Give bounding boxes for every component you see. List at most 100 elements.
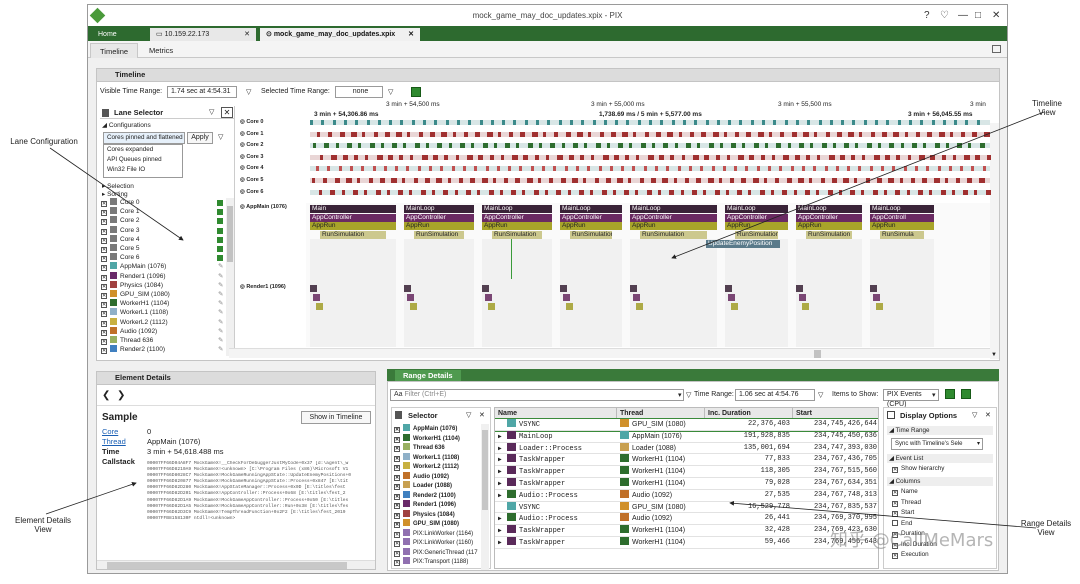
column-header-name[interactable]: Name [495, 408, 617, 419]
column-header-thread[interactable]: Thread [617, 408, 705, 419]
lane-expand-icon[interactable]: ◎ [240, 119, 247, 125]
timeline-event[interactable]: RunSimula [880, 230, 924, 239]
pin-icon[interactable]: ✎ [218, 318, 224, 326]
lane-checkbox[interactable]: ✕ [101, 302, 107, 309]
render-event[interactable] [404, 285, 411, 292]
core-lane-label[interactable]: ◎ Core 4 [240, 165, 264, 172]
table-row[interactable]: ▶ TaskWrapper WorkerH1 (1104) 118,305 234,76… [495, 466, 878, 478]
pin-icon[interactable]: ✎ [218, 272, 224, 280]
lane-item[interactable]: ✕ Core 6 [101, 253, 225, 263]
timeline-event[interactable]: AppControll [870, 213, 934, 222]
render-event[interactable] [876, 303, 883, 310]
callstack-frame[interactable]: 00007FF66D820877 MockGameX!MockGameRunni… [147, 479, 349, 485]
configuration-select[interactable]: Cores pinned and flattened [103, 132, 185, 144]
core-activity-strip[interactable] [310, 189, 991, 195]
expand-chevron-icon[interactable]: ▶ [498, 480, 502, 487]
pin-icon[interactable]: ✎ [218, 337, 224, 344]
filter-icon[interactable]: ▽ [388, 89, 394, 96]
render-event[interactable] [563, 294, 570, 301]
column-checkbox[interactable]: ✕ Thread [892, 498, 921, 507]
zoom-to-selection-icon[interactable] [411, 87, 421, 97]
expand-chevron-icon[interactable]: ▶ [498, 515, 502, 523]
pin-icon[interactable]: ✎ [218, 300, 224, 308]
close-icon[interactable]: ✕ [479, 412, 485, 419]
lane-checkbox[interactable]: ✕ [101, 228, 107, 235]
maximize-button[interactable]: □ [975, 10, 982, 21]
column-checkbox[interactable]: ✕ Duration [892, 530, 925, 538]
callstack-frame[interactable]: 00007FF66D82D280 MockGameX!AppStateManag… [147, 485, 346, 491]
match-case-icon[interactable]: Aa [394, 391, 405, 398]
render-event[interactable] [488, 303, 495, 310]
time-ruler[interactable]: 3 min + 54,500 ms 3 min + 55,000 ms 3 mi… [310, 100, 990, 122]
lane-item[interactable]: ✕ WorkerH1 (1104) ✎ [101, 299, 225, 309]
lane-expand-icon[interactable]: ◎ [240, 284, 247, 290]
timeline-event[interactable]: MainLoop [560, 205, 622, 213]
minimize-button[interactable]: — [958, 10, 968, 21]
selector-item[interactable]: ✕ PIX:GenericThread (117 [394, 547, 480, 558]
lane-expand-icon[interactable]: ◎ [240, 153, 247, 160]
help-button[interactable]: ? [924, 10, 930, 21]
layout-icon[interactable] [992, 45, 1001, 53]
lane-item[interactable]: ✕ WorkerL2 (1112) ✎ [101, 317, 225, 328]
selector-checkbox[interactable]: ✕ [394, 522, 400, 528]
selector-checkbox[interactable]: ✕ [394, 560, 400, 566]
selector-checkbox[interactable]: ✕ [394, 436, 400, 443]
lane-item[interactable]: ✕ Render1 (1096) ✎ [101, 271, 225, 282]
timeline-event[interactable]: AppController [796, 213, 862, 222]
callstack-frame[interactable]: 00007FF66D8028C7 MockGameX!MockGameRunni… [147, 473, 351, 479]
render-event[interactable] [316, 303, 323, 310]
callstack-frame[interactable]: 00007FFB8158130F ntdll!<unknown> [147, 515, 236, 521]
timeline-event[interactable]: RunSimulation [570, 230, 612, 239]
dropdown-chevron-icon[interactable]: ▾ [678, 392, 682, 399]
timeline-event[interactable]: MainLoop [870, 205, 934, 213]
selector-item[interactable]: ✕ Render1 (1096) [394, 500, 480, 510]
items-to-show-select[interactable]: PIX Events (CPU) [883, 389, 939, 408]
pin-icon[interactable]: ✎ [218, 263, 224, 271]
tab-connection[interactable]: ▭ 10.159.22.173 ✕ [150, 28, 256, 41]
close-icon[interactable]: ✕ [985, 412, 991, 419]
timeline-event[interactable]: MainLoop [630, 205, 717, 213]
show-in-timeline-button[interactable]: Show in Timeline [301, 411, 371, 424]
render-event[interactable] [560, 285, 567, 292]
selector-item[interactable]: ✕ Physics (1084) [394, 509, 480, 520]
dropdown-chevron-icon[interactable]: ▾ [932, 392, 936, 399]
lane-expand-icon[interactable]: ◎ [240, 188, 247, 195]
render-event[interactable] [566, 303, 573, 310]
render-event[interactable] [802, 303, 809, 310]
table-row[interactable]: ▶ TaskWrapper WorkerH1 (1104) 32,428 234,769… [495, 525, 878, 537]
column-checkbox[interactable]: ✕ Execution [892, 551, 929, 559]
lane-item[interactable]: ✕ AppMain (1076) ✎ [101, 262, 225, 272]
timeline-event[interactable]: RunSimulation [414, 230, 464, 239]
timeline-event[interactable]: AppRun [560, 222, 622, 231]
render-event[interactable] [633, 294, 640, 301]
selector-checkbox[interactable]: ✕ [394, 465, 400, 471]
column-header-inc-duration[interactable]: Inc. Duration [705, 408, 793, 419]
table-row[interactable]: ▶ Audio::Process Audio (1092) 26,441 234,769… [495, 513, 878, 526]
column-checkbox[interactable]: ✕ Start [892, 509, 915, 517]
core-activity-strip[interactable] [310, 154, 991, 160]
core-lane-label[interactable]: ◎ Core 1 [240, 130, 264, 137]
columns-section[interactable]: ◢ Columns [887, 477, 993, 486]
timeline-event[interactable]: RunSimulation [320, 230, 386, 239]
expand-chevron-icon[interactable]: ▶ [498, 444, 502, 452]
callstack-frame[interactable]: 00007FF66D82D1A5 MockGameX!MockGameAppCo… [147, 503, 349, 509]
render-event[interactable] [796, 285, 803, 292]
expand-chevron-icon[interactable]: ▶ [498, 539, 502, 546]
close-tab-icon[interactable]: ✕ [408, 31, 414, 38]
timeline-hscrollbar[interactable] [229, 348, 991, 358]
selector-checkbox[interactable]: ✕ [394, 550, 400, 557]
lane-item[interactable]: ✕ Physics (1084) ✎ [101, 280, 225, 291]
pin-icon[interactable]: ✎ [218, 346, 224, 354]
selection-section[interactable]: ▸ Selection [102, 183, 134, 190]
pin-icon[interactable] [217, 236, 223, 243]
detail-label[interactable]: Thread [102, 437, 126, 446]
expand-chevron-icon[interactable]: ▶ [498, 491, 502, 499]
render-event[interactable] [636, 303, 643, 310]
render-event[interactable] [731, 303, 738, 310]
timeline-event[interactable]: AppController [310, 213, 396, 222]
filter-icon[interactable]: ▽ [218, 134, 224, 141]
lane-item[interactable]: ✕ Render2 (1100) ✎ [101, 345, 225, 354]
pin-icon[interactable] [217, 227, 223, 234]
pin-icon[interactable] [217, 200, 223, 206]
filter-icon[interactable]: ▽ [686, 392, 692, 399]
